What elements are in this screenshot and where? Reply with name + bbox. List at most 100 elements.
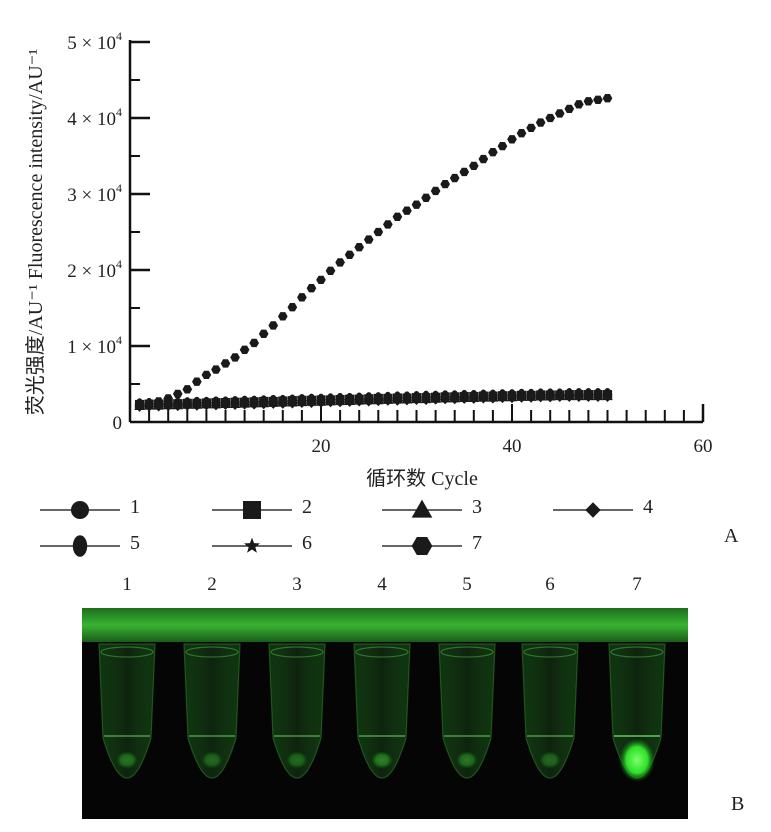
data-point [507, 135, 517, 144]
data-point [421, 193, 431, 202]
data-point [440, 179, 450, 189]
data-point [459, 392, 470, 403]
data-point [172, 389, 183, 399]
tube-number: 2 [207, 574, 217, 595]
data-point [211, 365, 221, 374]
data-point [306, 284, 317, 293]
data-point [402, 206, 412, 215]
data-point [134, 401, 145, 410]
data-point [574, 100, 584, 109]
x-tick-label: 20 [312, 436, 331, 457]
data-point [325, 395, 336, 406]
data-point [411, 200, 422, 209]
tube-6 [521, 643, 579, 779]
data-point [602, 390, 613, 401]
data-point [544, 390, 556, 401]
data-point [449, 392, 460, 403]
data-point [373, 394, 384, 405]
x-axis-title: 循环数 Cycle [366, 467, 478, 490]
tube-number: 4 [377, 574, 387, 595]
data-point [573, 390, 585, 401]
x-tick-label: 60 [694, 436, 713, 457]
data-point [545, 113, 556, 123]
data-point [439, 392, 451, 403]
tube-1 [98, 643, 156, 779]
data-point [354, 243, 365, 252]
y-tick-label: 1 × 104 [67, 333, 122, 358]
data-point [526, 123, 536, 133]
data-point [268, 321, 279, 330]
data-point [201, 398, 212, 409]
y-tick-label: 5 × 104 [67, 29, 122, 54]
panel-label-a: A [724, 525, 739, 547]
data-point [268, 397, 279, 408]
data-point [191, 399, 203, 409]
data-point [153, 397, 164, 406]
data-point [239, 345, 250, 354]
data-point [535, 390, 546, 401]
chart-marks [134, 94, 613, 412]
data-point [525, 391, 537, 402]
tube-number: 1 [122, 574, 132, 595]
data-point [316, 275, 326, 285]
data-point [363, 235, 374, 244]
data-point [201, 370, 212, 380]
data-point [334, 395, 346, 406]
y-tick-label: 3 × 104 [67, 181, 122, 206]
data-point [392, 394, 403, 405]
fluorescence-chart: 0 1 × 104 2 × 104 3 × 104 4 × 104 5 × 104 20 40… [24, 29, 713, 490]
data-point [449, 173, 460, 183]
panel-label-b: B [731, 793, 745, 815]
data-point [420, 393, 432, 404]
data-point [220, 398, 231, 409]
data-point [554, 390, 565, 401]
data-point [583, 390, 594, 401]
y-axis-title: 荧光强度/AU⁻¹ Fluorescence intensity/AU⁻¹ [24, 49, 47, 415]
tube-number: 6 [545, 574, 555, 595]
data-point [220, 359, 231, 368]
data-point [516, 391, 527, 402]
series-6 [134, 390, 613, 411]
data-point [468, 392, 480, 403]
data-point [229, 398, 241, 409]
data-point [239, 397, 250, 408]
data-point [488, 148, 498, 157]
data-point [430, 186, 441, 196]
data-point [344, 250, 355, 259]
data-point [163, 394, 174, 403]
chart-axes: 0 1 × 104 2 × 104 3 × 104 4 × 104 5 × 104 20 40… [67, 29, 712, 457]
data-point [287, 303, 298, 312]
tube-number-row: 1 2 3 4 5 6 7 [82, 574, 688, 598]
tube-fluorescence-photo [82, 608, 688, 819]
data-point [392, 212, 403, 221]
data-point [593, 95, 603, 104]
data-point [258, 329, 269, 339]
data-point [487, 391, 499, 402]
data-point [277, 397, 289, 408]
data-point [344, 395, 355, 406]
data-point [478, 391, 489, 402]
data-point [468, 161, 479, 171]
data-point [277, 312, 288, 321]
data-point [306, 396, 317, 407]
data-point [602, 94, 613, 103]
data-point [249, 338, 259, 348]
data-point [592, 390, 604, 401]
data-point [373, 227, 384, 237]
data-point [383, 220, 393, 229]
data-point [564, 390, 575, 401]
data-point [335, 258, 345, 267]
data-point [297, 293, 307, 302]
series-7 [134, 94, 613, 410]
data-point [554, 109, 565, 118]
data-point [363, 394, 374, 405]
y-tick-label: 0 [113, 413, 123, 434]
data-point [325, 266, 336, 275]
tube-number: 5 [462, 574, 472, 595]
tube-4 [353, 643, 411, 779]
tube-3 [268, 643, 326, 779]
tube-7 [608, 643, 666, 782]
data-point [210, 398, 222, 409]
data-point [564, 104, 575, 114]
data-point [230, 353, 240, 362]
